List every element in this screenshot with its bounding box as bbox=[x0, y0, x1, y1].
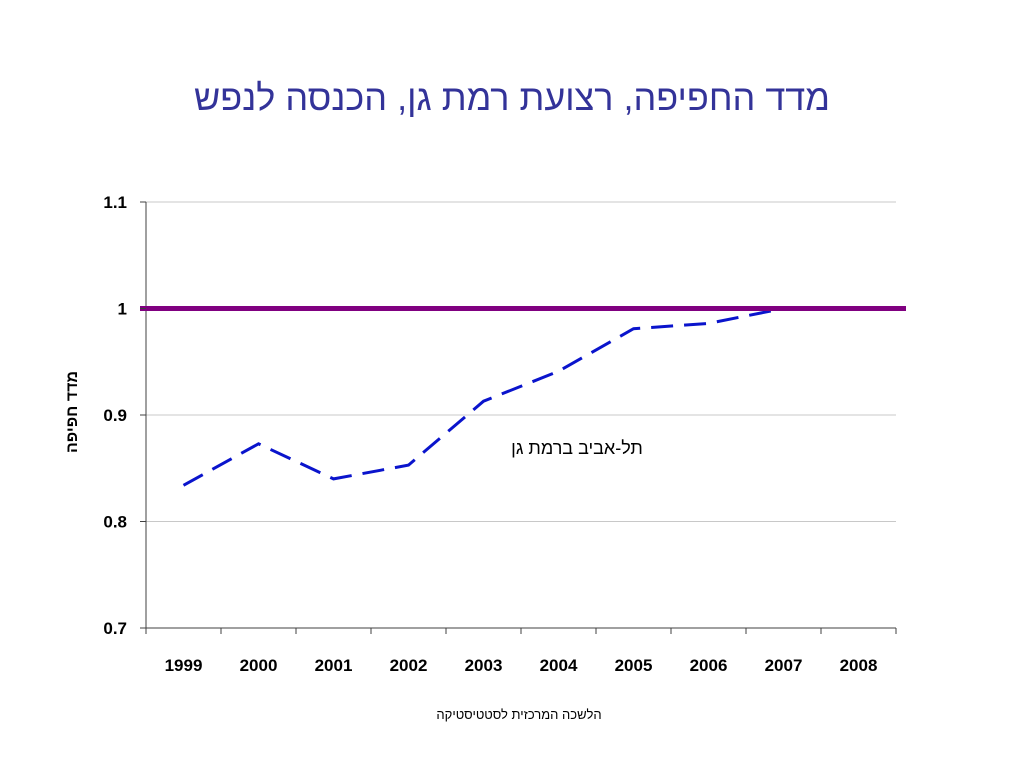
y-tick-label: 0.7 bbox=[103, 619, 127, 638]
x-axis-ticks: 1999 2000 2001 2002 2003 2004 2005 2006 2007 2008 bbox=[145, 628, 897, 675]
x-tick-label: 2002 bbox=[390, 656, 428, 675]
x-tick-label: 2005 bbox=[615, 656, 653, 675]
y-tick-label: 1 bbox=[118, 300, 127, 319]
y-tick-label: 1.1 bbox=[103, 193, 127, 212]
series-line bbox=[182, 307, 859, 487]
x-tick-label: 1999 bbox=[165, 656, 203, 675]
page-title: מדד החפיפה, רצועת רמת גן, הכנסה לנפש bbox=[194, 77, 830, 118]
series-group bbox=[182, 307, 859, 487]
x-tick-label: 2006 bbox=[690, 656, 728, 675]
x-tick-label: 2000 bbox=[240, 656, 278, 675]
x-tick-label: 2007 bbox=[765, 656, 803, 675]
series-label: תל-אביב ברמת גן bbox=[511, 438, 643, 458]
y-tick-label: 0.8 bbox=[103, 513, 127, 532]
x-tick-label: 2001 bbox=[315, 656, 353, 675]
gridlines bbox=[146, 201, 896, 522]
y-tick-label: 0.9 bbox=[103, 406, 127, 425]
x-tick-label: 2003 bbox=[465, 656, 503, 675]
x-tick-label: 2008 bbox=[840, 656, 878, 675]
source-note: הלשכה המרכזית לסטטיסטיקה bbox=[436, 707, 602, 722]
x-tick-label: 2004 bbox=[540, 656, 578, 675]
y-axis-ticks: 0.7 0.8 0.9 1 1.1 bbox=[103, 193, 146, 638]
y-axis-label: מדד חפיפה bbox=[64, 371, 81, 453]
